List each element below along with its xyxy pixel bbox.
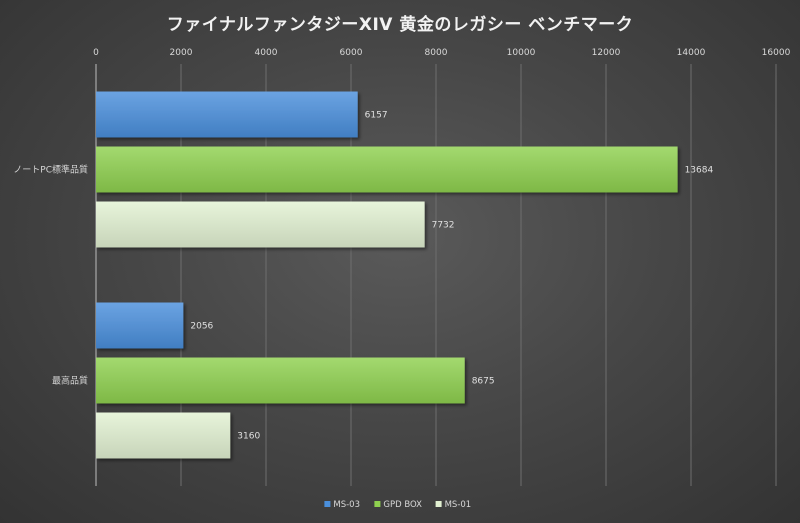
x-tick-label: 14000 [677,48,706,58]
bar-gpd-box [96,357,465,404]
gridlines [95,64,777,486]
legend-item: MS-01 [435,500,472,510]
x-tick-label: 12000 [592,48,621,58]
bar-ms-03 [96,91,358,138]
chart-title: ファイナルファンタジーXIV 黄金のレガシー ベンチマーク [166,15,634,35]
data-label: 8675 [472,377,495,387]
legend: MS-03 GPD BOX MS-01 [324,500,471,510]
x-axis-ticks: 0 2000 4000 6000 8000 10000 12000 14000 16000 [93,48,790,58]
category-label: 最高品質 [52,375,88,387]
x-tick-label: 8000 [425,48,448,58]
x-tick-label: 6000 [340,48,363,58]
legend-swatch [324,501,331,507]
legend-swatch [435,501,442,507]
bar-gpd-box [96,146,678,193]
bar-ms-01 [96,412,231,459]
legend-swatch [374,501,381,507]
bar-ms-01 [96,201,425,248]
legend-item: GPD BOX [374,500,422,510]
legend-item: MS-03 [324,500,360,510]
data-label: 7732 [432,221,455,231]
legend-label: MS-03 [333,500,360,510]
x-tick-label: 2000 [170,48,193,58]
bar-ms-03 [96,302,184,349]
data-labels: 6157 13684 7732 2056 8675 3160 [190,111,713,442]
data-label: 2056 [190,322,213,332]
x-tick-label: 4000 [255,48,278,58]
category-label: ノートPC標準品質 [13,164,88,176]
legend-label: GPD BOX [383,500,422,510]
x-tick-label: 16000 [762,48,791,58]
data-label: 6157 [365,111,388,121]
x-tick-label: 10000 [507,48,536,58]
data-label: 3160 [237,432,260,442]
data-label: 13684 [685,166,714,176]
legend-label: MS-01 [445,500,472,510]
bars [96,91,678,459]
x-tick-label: 0 [93,48,99,58]
